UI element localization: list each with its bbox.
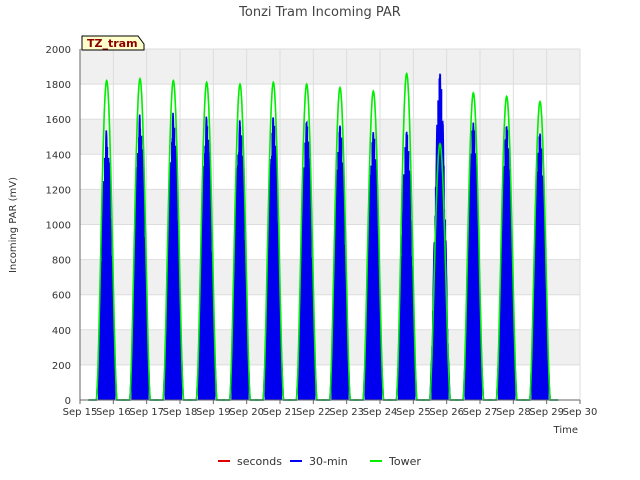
x-tick-label: Sep 27 xyxy=(463,407,498,418)
y-tick-label: 1000 xyxy=(46,221,71,232)
x-tick-label: Sep 25 xyxy=(396,407,431,418)
y-ticks: 0 200 400 600 800 1000 1200 1400 1600 1800 2000 xyxy=(46,45,71,407)
plot-band xyxy=(80,189,580,225)
x-tick-label: Sep 26 xyxy=(429,407,464,418)
x-tick-label: Sep 15 xyxy=(63,407,98,418)
x-tick-label: Sep 17 xyxy=(129,407,164,418)
y-tick-label: 2000 xyxy=(46,45,71,56)
plot-band xyxy=(80,49,580,85)
y-tick-label: 800 xyxy=(52,256,71,267)
legend-label: 30-min xyxy=(309,455,348,468)
x-tick-label: Sep 30 xyxy=(563,407,598,418)
x-tick-label: Sep 16 xyxy=(96,407,131,418)
legend-item-seconds: seconds xyxy=(218,455,282,468)
y-tick-label: 1800 xyxy=(46,80,71,91)
y-tick-label: 0 xyxy=(65,396,71,407)
x-tick-label: Sep 28 xyxy=(496,407,531,418)
x-tick-label: Sep 23 xyxy=(329,407,364,418)
site-badge-text: TZ_tram xyxy=(87,37,138,50)
x-axis-label: Time xyxy=(553,425,578,436)
x-tick-label: Sep 24 xyxy=(363,407,398,418)
y-tick-label: 1200 xyxy=(46,185,71,196)
plot-band xyxy=(80,294,580,330)
y-axis-label: Incoming PAR (mV) xyxy=(8,177,19,273)
legend-item-30-min: 30-min xyxy=(290,455,348,468)
legend: seconds 30-min Tower xyxy=(218,455,421,468)
x-tick-label: Sep 22 xyxy=(296,407,331,418)
y-tick-label: 200 xyxy=(52,361,71,372)
plot-band xyxy=(80,119,580,155)
x-tick-label: Sep 21 xyxy=(263,407,298,418)
x-tick-label: Sep 18 xyxy=(163,407,198,418)
plot-band xyxy=(80,259,580,295)
site-badge: TZ_tram xyxy=(81,35,145,51)
legend-label: seconds xyxy=(237,455,282,468)
y-tick-label: 1400 xyxy=(46,150,71,161)
axes xyxy=(79,49,580,401)
x-tick-label: Sep 19 xyxy=(196,407,231,418)
legend-item-Tower: Tower xyxy=(370,455,421,468)
plot-band xyxy=(80,329,580,365)
plot-band xyxy=(80,224,580,260)
y-tick-label: 400 xyxy=(52,326,71,337)
plot-band xyxy=(80,154,580,190)
x-tick-label: Sep 20 xyxy=(229,407,264,418)
chart-title: Tonzi Tram Incoming PAR xyxy=(238,5,401,20)
y-tick-label: 600 xyxy=(52,291,71,302)
x-tick-label: Sep 29 xyxy=(529,407,564,418)
plot-background xyxy=(80,49,580,400)
series-layer xyxy=(88,72,559,401)
plot-band xyxy=(80,84,580,120)
legend-label: Tower xyxy=(388,455,421,468)
site-badge-box xyxy=(81,35,145,51)
y-tick-label: 1600 xyxy=(46,115,71,126)
